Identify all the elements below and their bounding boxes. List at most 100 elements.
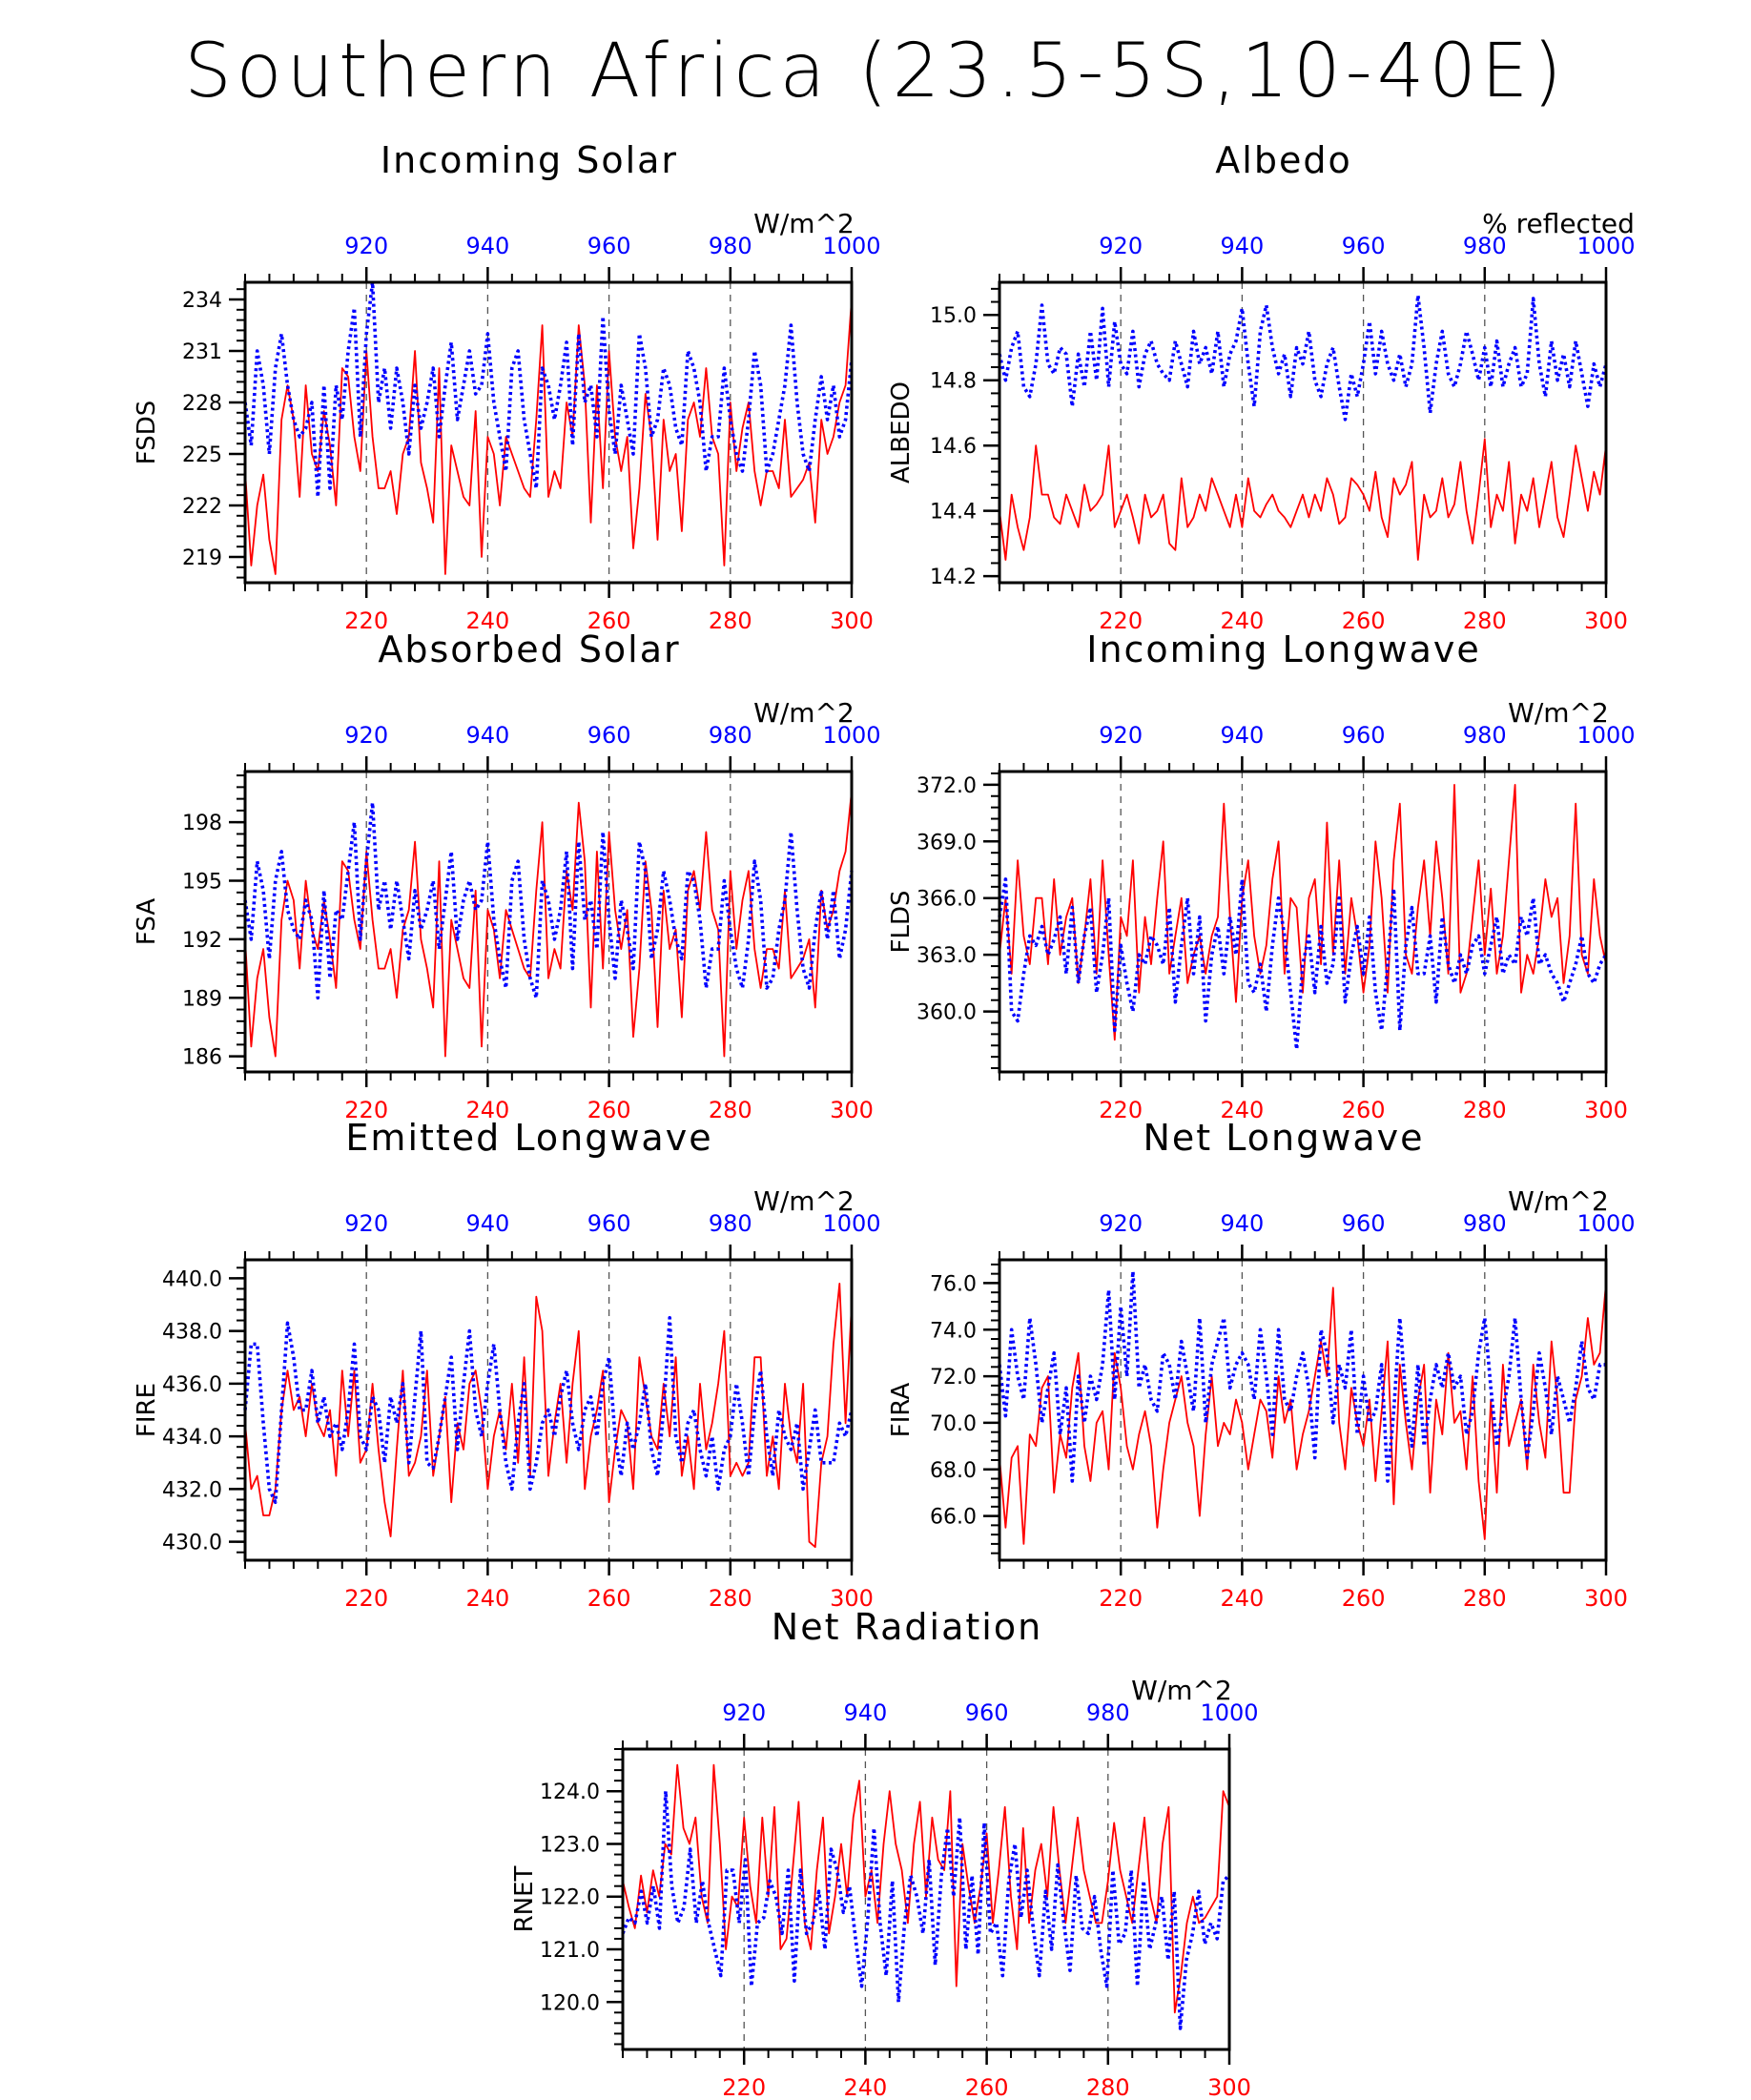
red-series-line xyxy=(244,1283,853,1549)
x-top-tick-label: 940 xyxy=(1220,1210,1264,1237)
plot-frame xyxy=(243,770,854,1074)
x-bottom-tick-label: 260 xyxy=(965,2074,1009,2100)
y-tick-label: 72.0 xyxy=(930,1366,977,1390)
x-top-tick-label: 960 xyxy=(965,1699,1009,1726)
y-tick-label: 228 xyxy=(182,392,222,416)
x-bottom-tick-label: 300 xyxy=(1584,607,1628,634)
x-top-tick-label: 960 xyxy=(1342,722,1386,749)
x-top-tick-label: 980 xyxy=(1086,1699,1130,1726)
x-bottom-tick-label: 220 xyxy=(344,1585,388,1612)
y-tick-label: 74.0 xyxy=(930,1319,977,1343)
y-axis-label: FSDS xyxy=(133,401,161,465)
x-top-tick-label: 980 xyxy=(1463,1210,1507,1237)
panel-title: Emitted Longwave xyxy=(345,1117,712,1159)
x-top-tick-label: 940 xyxy=(465,233,509,259)
x-top-tick-label: 960 xyxy=(587,233,631,259)
x-top-tick-label: 1000 xyxy=(1576,1210,1635,1237)
y-tick-label: 122.0 xyxy=(540,1886,600,1910)
x-top-tick-label: 980 xyxy=(1463,233,1507,259)
plot-frame xyxy=(998,770,1608,1074)
x-bottom-tick-label: 280 xyxy=(709,607,752,634)
x-top-tick-label: 1000 xyxy=(1576,722,1635,749)
plot-frame xyxy=(243,1258,854,1562)
y-tick-label: 66.0 xyxy=(930,1506,977,1530)
x-bottom-tick-label: 220 xyxy=(1099,607,1143,634)
x-bottom-tick-label: 280 xyxy=(709,1097,752,1123)
y-axis-label: FLDS xyxy=(887,891,916,954)
y-tick-label: 430.0 xyxy=(162,1532,222,1555)
y-tick-label: 68.0 xyxy=(930,1459,977,1483)
x-top-tick-label: 960 xyxy=(1342,233,1386,259)
blue-series-line xyxy=(243,800,854,1000)
y-axis-label: FSA xyxy=(133,898,161,945)
units-label: W/m^2 xyxy=(753,1185,855,1217)
units-label: % reflected xyxy=(1482,208,1635,239)
x-bottom-tick-label: 240 xyxy=(1220,1097,1264,1123)
x-bottom-tick-label: 240 xyxy=(465,607,509,634)
x-bottom-tick-label: 220 xyxy=(722,2074,766,2100)
x-bottom-tick-label: 240 xyxy=(465,1097,509,1123)
x-top-tick-label: 960 xyxy=(1342,1210,1386,1237)
panel-title: Absorbed Solar xyxy=(378,628,680,670)
x-top-tick-label: 920 xyxy=(344,722,388,749)
x-top-tick-label: 920 xyxy=(1099,722,1143,749)
x-bottom-tick-label: 300 xyxy=(830,607,874,634)
panel-rnet: Net Radiation W/m^2 RNET 220 240 260 280 300 920… xyxy=(510,1606,1259,2100)
x-bottom-tick-label: 240 xyxy=(465,1585,509,1612)
x-top-tick-label: 920 xyxy=(344,1210,388,1237)
x-bottom-tick-label: 240 xyxy=(843,2074,887,2100)
y-tick-label: 372.0 xyxy=(917,774,977,798)
x-bottom-tick-label: 240 xyxy=(1220,607,1264,634)
x-bottom-tick-label: 300 xyxy=(830,1585,874,1612)
x-bottom-tick-label: 280 xyxy=(1463,1097,1507,1123)
panel-title: Net Longwave xyxy=(1143,1117,1425,1159)
y-tick-label: 363.0 xyxy=(917,944,977,968)
x-bottom-tick-label: 280 xyxy=(709,1585,752,1612)
y-tick-label: 225 xyxy=(182,443,222,467)
y-tick-label: 438.0 xyxy=(162,1321,222,1345)
red-series-line xyxy=(244,299,853,575)
y-tick-label: 434.0 xyxy=(162,1426,222,1450)
plot-frame xyxy=(243,280,854,585)
x-bottom-tick-label: 300 xyxy=(830,1097,874,1123)
units-label: W/m^2 xyxy=(1508,697,1609,729)
y-tick-label: 195 xyxy=(182,871,222,895)
x-top-tick-label: 940 xyxy=(1220,722,1264,749)
x-top-tick-label: 980 xyxy=(709,233,752,259)
plot-frame xyxy=(621,1747,1231,2051)
y-tick-label: 219 xyxy=(182,546,222,570)
x-top-tick-label: 980 xyxy=(1463,722,1507,749)
x-top-tick-label: 920 xyxy=(722,1699,766,1726)
units-label: W/m^2 xyxy=(753,697,855,729)
y-axis-label: RNET xyxy=(510,1865,539,1932)
x-top-tick-label: 1000 xyxy=(822,1210,880,1237)
panel-fsds: Incoming Solar W/m^2 FSDS 220 240 260 280 300 92… xyxy=(133,139,881,634)
blue-series-line xyxy=(998,293,1608,422)
x-bottom-tick-label: 300 xyxy=(1584,1097,1628,1123)
plot-frame xyxy=(998,1258,1608,1562)
y-tick-label: 70.0 xyxy=(930,1412,977,1436)
y-axis-label: ALBEDO xyxy=(887,381,916,484)
x-top-tick-label: 920 xyxy=(344,233,388,259)
red-series-line xyxy=(244,791,853,1058)
x-bottom-tick-label: 260 xyxy=(587,607,631,634)
panel-albedo: Albedo % reflected ALBEDO 220 240 260 280 300 92… xyxy=(887,139,1636,634)
panel-title: Incoming Solar xyxy=(381,139,678,181)
y-tick-label: 121.0 xyxy=(540,1939,600,1963)
x-bottom-tick-label: 260 xyxy=(1342,1585,1386,1612)
plot-frame xyxy=(998,280,1608,585)
y-tick-label: 369.0 xyxy=(917,831,977,854)
x-top-tick-label: 1000 xyxy=(822,722,880,749)
x-top-tick-label: 940 xyxy=(1220,233,1264,259)
x-bottom-tick-label: 220 xyxy=(344,607,388,634)
y-tick-label: 198 xyxy=(182,812,222,835)
y-tick-label: 186 xyxy=(182,1046,222,1070)
y-tick-label: 76.0 xyxy=(930,1272,977,1296)
figure-title: Southern Africa (23.5-5S,10-40E) xyxy=(184,29,1567,114)
x-bottom-tick-label: 220 xyxy=(1099,1097,1143,1123)
y-tick-label: 14.6 xyxy=(930,435,977,459)
blue-series-line xyxy=(243,280,854,499)
red-series-line xyxy=(999,784,1607,1041)
panel-title: Net Radiation xyxy=(772,1606,1042,1648)
